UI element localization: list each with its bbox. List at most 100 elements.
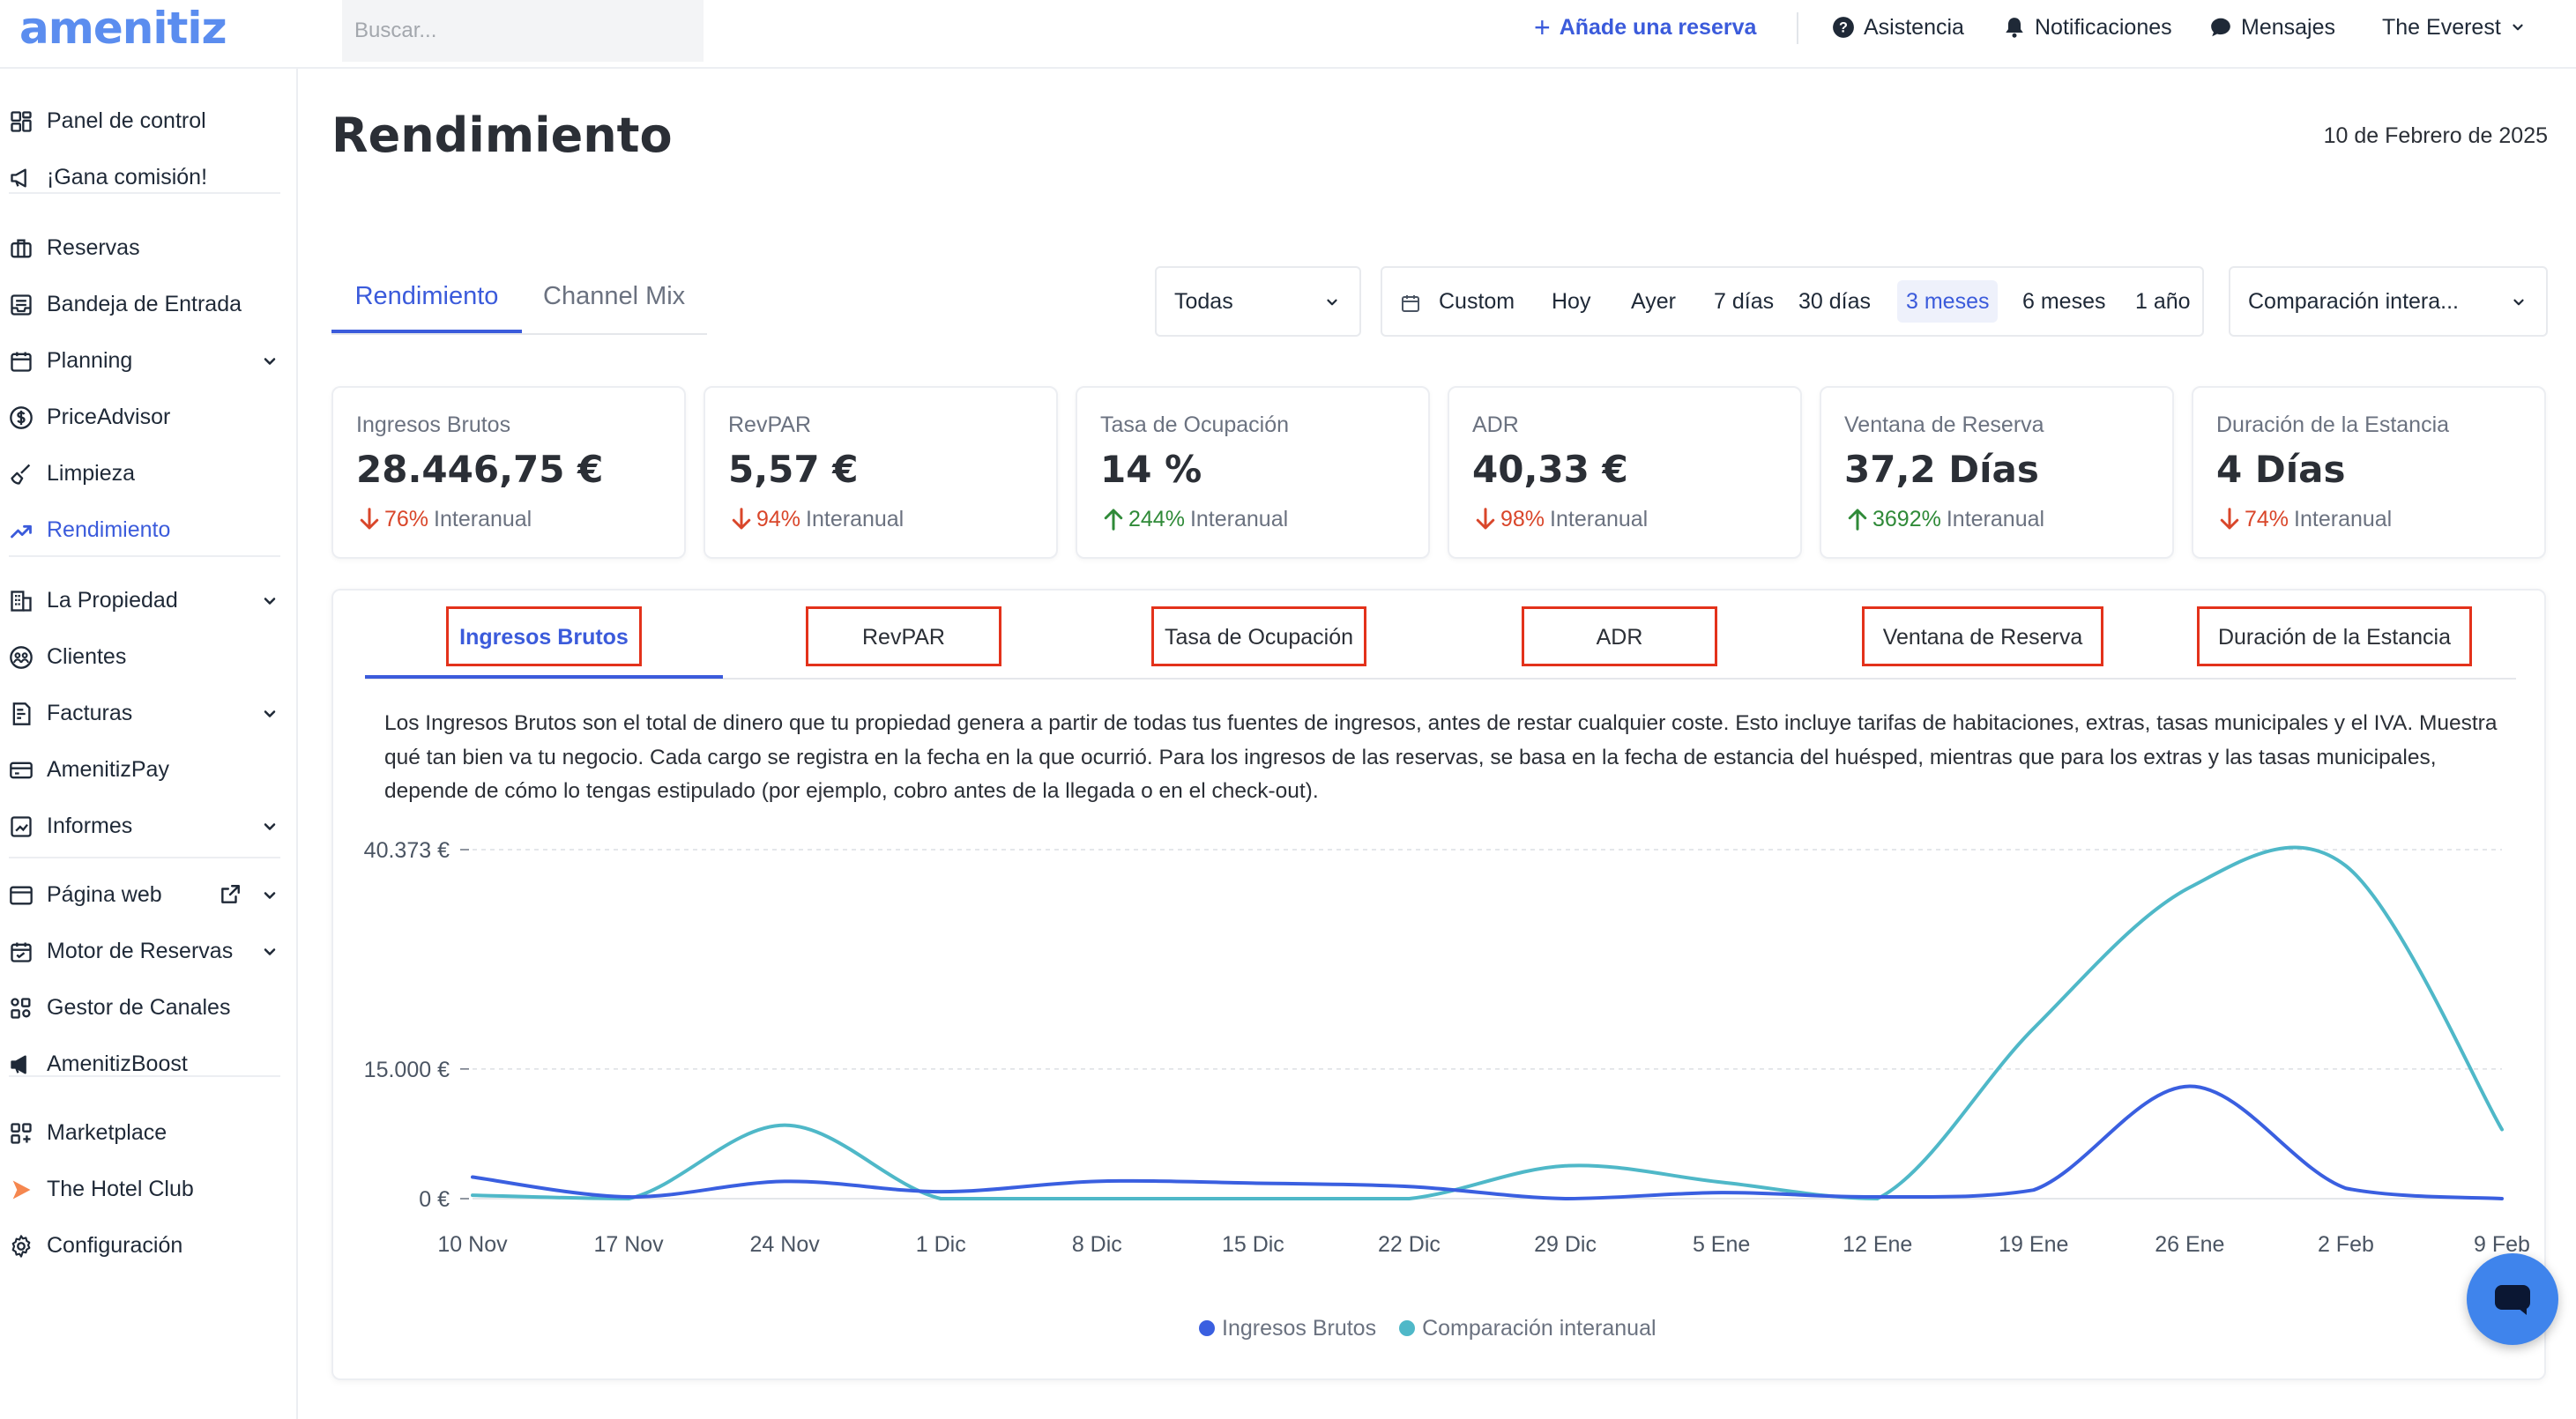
kpi-card-adr[interactable]: ADR 40,33 € 98% Interanual bbox=[1448, 386, 1802, 559]
range-3-meses[interactable]: 3 meses bbox=[1897, 280, 1999, 323]
sidebar-divider bbox=[9, 1075, 280, 1077]
sidebar-item-panel-de-control[interactable]: Panel de control bbox=[0, 97, 296, 145]
kpi-delta-label: Interanual bbox=[1189, 506, 1289, 531]
sidebar-item-la-propiedad[interactable]: La Propiedad bbox=[0, 576, 296, 624]
sidebar-item-label: Informes bbox=[47, 814, 133, 838]
sidebar-item-amenitizpay[interactable]: AmenitizPay bbox=[0, 746, 296, 793]
sidebar-item-gestor-de-canales[interactable]: Gestor de Canales bbox=[0, 984, 296, 1031]
notifications-label: Notificaciones bbox=[2035, 15, 2172, 40]
chevron-down-icon[interactable] bbox=[261, 887, 279, 904]
invoice-icon bbox=[12, 702, 31, 725]
arrow-down-icon bbox=[2220, 508, 2239, 530]
add-booking-button[interactable]: + Añade una reserva bbox=[1534, 0, 1756, 55]
browser-icon bbox=[10, 886, 33, 905]
chevron-down-icon[interactable] bbox=[261, 943, 279, 961]
help-button[interactable]: ? Asistencia bbox=[1832, 0, 1964, 55]
range-30-dias[interactable]: 30 días bbox=[1798, 289, 1872, 314]
top-separator bbox=[1797, 12, 1798, 44]
kpi-card-revpar[interactable]: RevPAR 5,57 € 94% Interanual bbox=[704, 386, 1058, 559]
range-ayer[interactable]: Ayer bbox=[1631, 289, 1676, 314]
sidebar-item-bandeja-de-entrada[interactable]: Bandeja de Entrada bbox=[0, 280, 296, 328]
metric-tab-ventana-de-reserva[interactable]: Ventana de Reserva bbox=[1862, 606, 2103, 666]
range-custom[interactable]: Custom bbox=[1439, 289, 1515, 314]
sidebar-item-the-hotel-club[interactable]: The Hotel Club bbox=[0, 1165, 296, 1213]
sidebar-item-gana-comision[interactable]: ¡Gana comisión! bbox=[0, 153, 296, 201]
x-tick-label: 2 Feb bbox=[2318, 1232, 2374, 1257]
messages-button[interactable]: Mensajes bbox=[2209, 0, 2335, 55]
chat-bubble-icon bbox=[2211, 18, 2230, 37]
metric-tab-ingresos-brutos[interactable]: Ingresos Brutos bbox=[446, 606, 642, 666]
sidebar-item-label: Clientes bbox=[47, 644, 127, 669]
metric-tab-duracion-de-la-estancia[interactable]: Duración de la Estancia bbox=[2197, 606, 2472, 666]
sidebar-item-clientes[interactable]: Clientes bbox=[0, 633, 296, 680]
kpi-card-ventana-de-reserva[interactable]: Ventana de Reserva 37,2 Días 3692% Interanu… bbox=[1820, 386, 2174, 559]
external-link-icon[interactable] bbox=[219, 883, 242, 906]
range-1-ano[interactable]: 1 año bbox=[2135, 289, 2191, 314]
legend-item-current[interactable]: Ingresos Brutos bbox=[1199, 1316, 1376, 1341]
sidebar-item-amenitizboost[interactable]: AmenitizBoost bbox=[0, 1040, 296, 1088]
search-input[interactable] bbox=[342, 0, 704, 62]
sidebar-item-motor-de-reservas[interactable]: Motor de Reservas bbox=[0, 927, 296, 975]
chart-legend: Ingresos Brutos Comparación interanual bbox=[1199, 1313, 1679, 1343]
range-7-dias[interactable]: 7 días bbox=[1714, 289, 1775, 314]
kpi-card-ingresos-brutos[interactable]: Ingresos Brutos 28.446,75 € 76% Interanual bbox=[331, 386, 686, 559]
y-tick-label: 40.373 € bbox=[364, 838, 450, 863]
x-tick-label: 24 Nov bbox=[750, 1232, 821, 1257]
chevron-down-icon[interactable] bbox=[261, 705, 279, 723]
range-6-meses[interactable]: 6 meses bbox=[2022, 289, 2106, 314]
kpi-card-duracion-de-la-estancia[interactable]: Duración de la Estancia 4 Días 74% Interanu… bbox=[2192, 386, 2546, 559]
x-tick-label: 22 Dic bbox=[1378, 1232, 1441, 1257]
sidebar-item-label: ¡Gana comisión! bbox=[47, 165, 208, 189]
channel-filter-select[interactable]: Todas bbox=[1155, 266, 1361, 337]
x-tick-label: 29 Dic bbox=[1534, 1232, 1597, 1257]
chevron-down-icon[interactable] bbox=[261, 353, 279, 370]
metric-tab-adr[interactable]: ADR bbox=[1522, 606, 1717, 666]
x-tick-label: 26 Ene bbox=[2155, 1232, 2224, 1257]
sidebar-item-rendimiento[interactable]: Rendimiento bbox=[0, 506, 296, 553]
sidebar-item-pagina-web[interactable]: Página web bbox=[0, 871, 296, 918]
kpi-card-tasa-de-ocupacion[interactable]: Tasa de Ocupación 14 % 244% Interanual bbox=[1076, 386, 1430, 559]
sidebar-item-reservas[interactable]: Reservas bbox=[0, 224, 296, 271]
chevron-down-icon bbox=[2513, 299, 2524, 306]
chevron-down-icon[interactable] bbox=[261, 818, 279, 836]
sidebar-item-label: Planning bbox=[47, 348, 133, 373]
chevron-down-icon[interactable] bbox=[261, 592, 279, 610]
comparison-select[interactable]: Comparación intera... bbox=[2229, 266, 2548, 337]
sidebar-item-label: AmenitizBoost bbox=[47, 1051, 188, 1076]
revenue-line-chart: 40.373 € 15.000 € 0 € 10 Nov 17 Nov 24 Nov 1 D… bbox=[364, 838, 2530, 1257]
arrow-down-icon bbox=[732, 508, 751, 530]
amenitiz-logo[interactable]: amenitiz bbox=[19, 3, 227, 54]
range-hoy[interactable]: Hoy bbox=[1552, 289, 1591, 314]
sidebar-item-priceadvisor[interactable]: PriceAdvisor bbox=[0, 393, 296, 441]
add-booking-label: Añade una reserva bbox=[1559, 15, 1757, 40]
messages-label: Mensajes bbox=[2241, 15, 2335, 40]
notifications-button[interactable]: Notificaciones bbox=[2003, 0, 2172, 55]
kpi-delta-percent: 94% bbox=[756, 506, 801, 531]
sidebar-item-facturas[interactable]: Facturas bbox=[0, 689, 296, 737]
sidebar-item-label: PriceAdvisor bbox=[47, 405, 171, 429]
sidebar-item-limpieza[interactable]: Limpieza bbox=[0, 449, 296, 497]
bell-icon bbox=[2006, 18, 2023, 38]
channel-filter-value: Todas bbox=[1174, 289, 1233, 314]
property-selector[interactable]: The Everest bbox=[2382, 0, 2526, 55]
chevron-down-icon bbox=[2513, 24, 2523, 31]
current-date: 10 de Febrero de 2025 bbox=[2323, 123, 2548, 148]
top-bar: amenitiz + Añade una reserva ? Asistenci… bbox=[0, 0, 2576, 69]
metric-tab-tasa-de-ocupacion[interactable]: Tasa de Ocupación bbox=[1151, 606, 1366, 666]
sidebar-item-informes[interactable]: Informes bbox=[0, 802, 296, 850]
inbox-icon bbox=[11, 294, 32, 316]
sidebar-item-configuracion[interactable]: Configuración bbox=[0, 1222, 296, 1269]
kpi-label: Duración de la Estancia bbox=[2216, 412, 2450, 437]
trend-icon bbox=[11, 524, 32, 539]
metric-tab-revpar[interactable]: RevPAR bbox=[806, 606, 1001, 666]
search-box[interactable] bbox=[342, 0, 704, 62]
support-chat-button[interactable] bbox=[2467, 1253, 2558, 1345]
legend-item-comparison[interactable]: Comparación interanual bbox=[1399, 1316, 1657, 1341]
tab-rendimiento[interactable]: Rendimiento bbox=[331, 264, 522, 333]
kpi-label: Ventana de Reserva bbox=[1844, 412, 2044, 437]
sidebar-item-planning[interactable]: Planning bbox=[0, 337, 296, 384]
sidebar-item-label: AmenitizPay bbox=[47, 757, 169, 782]
chevron-down-icon bbox=[1327, 299, 1337, 306]
sidebar-item-marketplace[interactable]: Marketplace bbox=[0, 1109, 296, 1156]
tab-channel-mix[interactable]: Channel Mix bbox=[543, 282, 686, 310]
